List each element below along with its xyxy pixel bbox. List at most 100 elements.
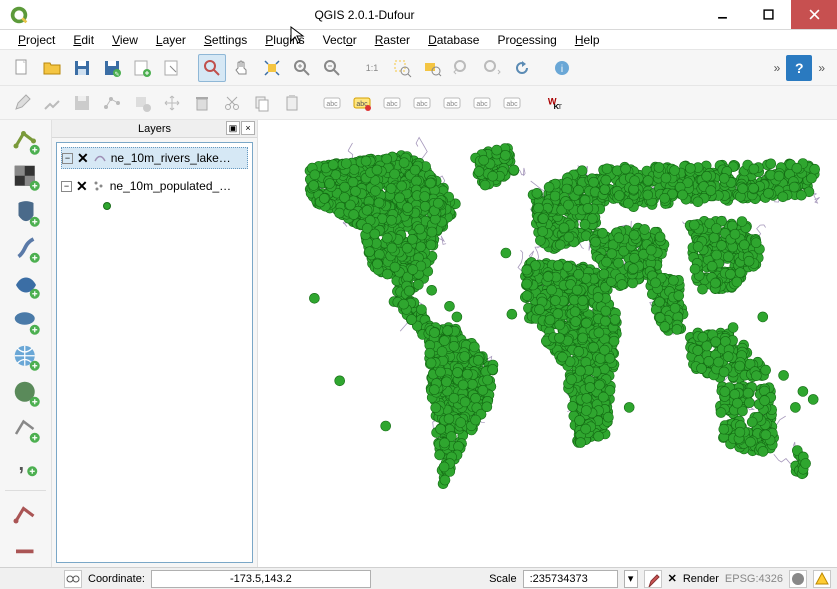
layer-item-rivers[interactable]: − ✕ ne_10m_rivers_lake… bbox=[61, 147, 248, 169]
new-project-button[interactable] bbox=[8, 54, 36, 82]
label-move-button[interactable]: abc bbox=[408, 89, 436, 117]
add-raster-layer-button[interactable] bbox=[11, 162, 41, 192]
scale-lock-button[interactable] bbox=[644, 570, 662, 588]
menu-database[interactable]: Database bbox=[420, 31, 487, 49]
tree-collapse-icon[interactable]: − bbox=[61, 181, 72, 192]
svg-text:1:1: 1:1 bbox=[366, 63, 379, 73]
pan-button[interactable] bbox=[198, 54, 226, 82]
add-delimited-layer-button[interactable]: , bbox=[11, 450, 41, 480]
map-canvas-svg bbox=[258, 120, 837, 567]
line-symbol-icon bbox=[93, 151, 107, 165]
composer-manager-button[interactable] bbox=[158, 54, 186, 82]
saveas-project-button[interactable]: ✎ bbox=[98, 54, 126, 82]
toolbar-overflow-icon[interactable]: » bbox=[770, 61, 785, 75]
open-project-button[interactable] bbox=[38, 54, 66, 82]
digitize-toolbar: abc abc abc abc abc abc abc WKT bbox=[0, 86, 837, 120]
layer-label: ne_10m_rivers_lake… bbox=[111, 151, 231, 165]
add-wfs-layer-button[interactable] bbox=[11, 414, 41, 444]
add-wms-layer-button[interactable] bbox=[11, 342, 41, 372]
main-area: , Layers ▣ × − ✕ ne_10m_rivers_lake… − ✕ bbox=[0, 120, 837, 567]
edit-line-button[interactable] bbox=[38, 89, 66, 117]
label-pin-button[interactable]: abc bbox=[378, 89, 406, 117]
menu-view[interactable]: View bbox=[104, 31, 146, 49]
save-edits-button[interactable] bbox=[68, 89, 96, 117]
close-button[interactable] bbox=[791, 0, 837, 29]
coordinate-label: Coordinate: bbox=[88, 573, 145, 585]
paste-button[interactable] bbox=[278, 89, 306, 117]
menu-help[interactable]: Help bbox=[567, 31, 608, 49]
copy-button[interactable] bbox=[248, 89, 276, 117]
menu-settings[interactable]: Settings bbox=[196, 31, 255, 49]
layer-visibility-checkbox[interactable]: ✕ bbox=[76, 178, 88, 195]
zoom-in-button[interactable] bbox=[288, 54, 316, 82]
close-panel-button[interactable]: × bbox=[241, 121, 255, 135]
menu-layer[interactable]: Layer bbox=[148, 31, 194, 49]
label-change-button[interactable]: abc bbox=[468, 89, 496, 117]
menu-raster[interactable]: Raster bbox=[367, 31, 418, 49]
zoom-next-button[interactable] bbox=[478, 54, 506, 82]
cut-button[interactable] bbox=[218, 89, 246, 117]
svg-text:abc: abc bbox=[446, 101, 458, 108]
label-hide-button[interactable]: abc bbox=[498, 89, 526, 117]
zoom-last-button[interactable] bbox=[448, 54, 476, 82]
delete-feature-button[interactable] bbox=[188, 89, 216, 117]
label-abc-button[interactable]: abc bbox=[318, 89, 346, 117]
zoom-native-button[interactable]: 1:1 bbox=[358, 54, 386, 82]
zoom-full-button[interactable] bbox=[258, 54, 286, 82]
crs-button[interactable] bbox=[789, 570, 807, 588]
scale-field[interactable]: :235734373 bbox=[523, 570, 618, 588]
crs-label[interactable]: EPSG:4326 bbox=[725, 573, 783, 585]
svg-text:T: T bbox=[558, 103, 562, 110]
label-highlight-button[interactable]: abc bbox=[348, 89, 376, 117]
wkt-button[interactable]: WKT bbox=[538, 89, 566, 117]
add-postgis-layer-button[interactable] bbox=[11, 198, 41, 228]
new-shapefile-button[interactable] bbox=[11, 501, 41, 531]
add-wcs-layer-button[interactable] bbox=[11, 378, 41, 408]
svg-text:abc: abc bbox=[326, 101, 338, 108]
toggle-extents-button[interactable] bbox=[64, 570, 82, 588]
menu-bar: Project Edit View Layer Settings Plugins… bbox=[0, 30, 837, 50]
coordinate-field[interactable]: -173.5,143.2 bbox=[151, 570, 371, 588]
maximize-button[interactable] bbox=[745, 0, 791, 29]
identify-button[interactable]: i bbox=[548, 54, 576, 82]
new-composer-button[interactable] bbox=[128, 54, 156, 82]
layers-tree[interactable]: − ✕ ne_10m_rivers_lake… − ✕ ne_10m_popul… bbox=[56, 142, 253, 563]
zoom-out-button[interactable] bbox=[318, 54, 346, 82]
menu-processing[interactable]: Processing bbox=[489, 31, 564, 49]
refresh-button[interactable] bbox=[508, 54, 536, 82]
layer-symbol-child bbox=[103, 197, 248, 215]
scale-dropdown-icon[interactable]: ▾ bbox=[624, 570, 638, 588]
add-oracle-layer-button[interactable] bbox=[11, 306, 41, 336]
menu-vector[interactable]: Vector bbox=[315, 31, 365, 49]
tree-collapse-icon[interactable]: − bbox=[62, 153, 73, 164]
minimize-button[interactable] bbox=[699, 0, 745, 29]
label-rotate-button[interactable]: abc bbox=[438, 89, 466, 117]
add-vector-layer-button[interactable] bbox=[11, 126, 41, 156]
layer-item-populated[interactable]: − ✕ ne_10m_populated_… bbox=[61, 175, 248, 197]
undock-button[interactable]: ▣ bbox=[226, 121, 240, 135]
toggle-edit-button[interactable] bbox=[8, 89, 36, 117]
scale-value: :235734373 bbox=[530, 573, 588, 585]
add-feature-button[interactable] bbox=[128, 89, 156, 117]
remove-layer-button[interactable] bbox=[11, 537, 41, 567]
node-tool-button[interactable] bbox=[98, 89, 126, 117]
coordinate-value: -173.5,143.2 bbox=[230, 573, 292, 585]
messages-button[interactable] bbox=[813, 570, 831, 588]
move-feature-button[interactable] bbox=[158, 89, 186, 117]
layers-panel-header: Layers ▣ × bbox=[52, 120, 257, 138]
add-spatialite-layer-button[interactable] bbox=[11, 234, 41, 264]
zoom-selection-button[interactable] bbox=[388, 54, 416, 82]
toolbar-overflow-icon[interactable]: » bbox=[814, 61, 829, 75]
map-canvas-area[interactable] bbox=[258, 120, 837, 567]
render-checkbox[interactable]: ✕ bbox=[668, 572, 677, 585]
layer-visibility-checkbox[interactable]: ✕ bbox=[77, 150, 89, 167]
save-project-button[interactable] bbox=[68, 54, 96, 82]
zoom-layer-button[interactable] bbox=[418, 54, 446, 82]
hand-pan-button[interactable] bbox=[228, 54, 256, 82]
menu-plugins[interactable]: Plugins bbox=[257, 31, 312, 49]
svg-text:abc: abc bbox=[386, 101, 398, 108]
menu-project[interactable]: Project bbox=[10, 31, 63, 49]
add-mssql-layer-button[interactable] bbox=[11, 270, 41, 300]
menu-edit[interactable]: Edit bbox=[65, 31, 102, 49]
help-button[interactable]: ? bbox=[786, 55, 812, 81]
